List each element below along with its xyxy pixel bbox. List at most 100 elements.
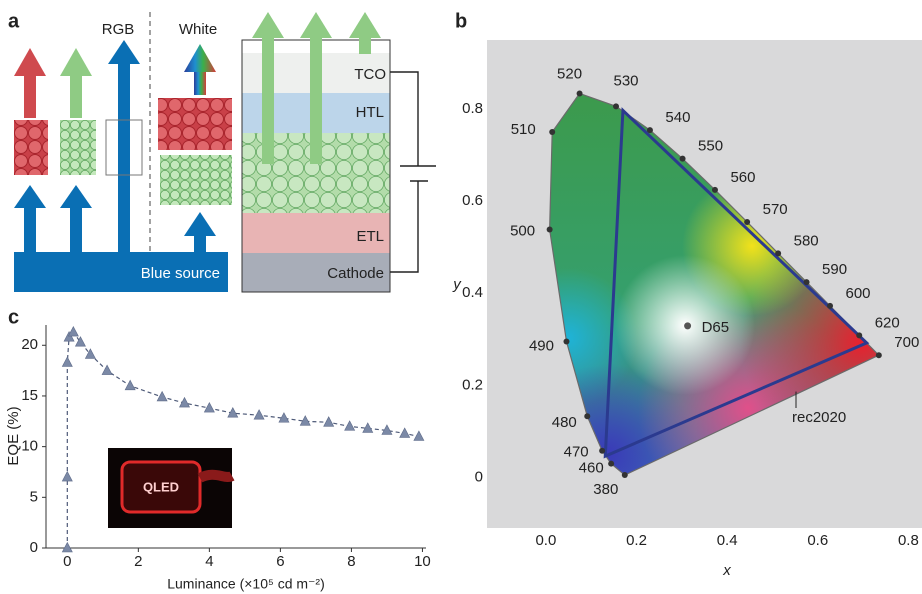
inset-photo: QLED [108,448,235,528]
locus-point [549,128,556,135]
x-tick-label: 0.4 [717,532,738,549]
red-dots [158,98,232,150]
y-tick-label: 0.8 [462,100,483,117]
white-arrow [184,44,216,95]
y-tick-label: 5 [30,488,38,505]
locus-point [599,447,606,454]
y-tick-label: 0.2 [462,376,483,393]
red-dots [14,120,48,175]
wavelength-label: 460 [579,460,604,477]
x-tick-label: 8 [347,553,355,570]
panel-label: c [8,306,19,328]
circuit [390,71,436,273]
data-point [63,331,75,342]
wavelength-label: 570 [763,201,788,218]
blue-source [14,252,228,292]
wavelength-label: 530 [613,72,638,89]
data-point [362,422,374,433]
y-tick-label: 20 [21,336,38,353]
locus-point [803,279,810,286]
data-point [323,416,335,427]
y-tick-label: 15 [21,387,38,404]
locus-point [621,472,628,479]
layer-label: HTL [356,104,384,121]
wavelength-label: 470 [564,444,589,461]
white-point [684,322,692,330]
x-tick-label: 6 [276,553,284,570]
wavelength-label: 490 [529,338,554,355]
wavelength-label: 520 [557,65,582,82]
wavelength-label: 580 [794,232,819,249]
locus-point [827,302,834,309]
wavelength-label: 480 [552,414,577,431]
locus-point [711,186,718,193]
data-point [61,470,73,482]
emission-arrows [252,12,381,164]
wavelength-label: 550 [698,138,723,155]
locus-point [613,103,620,110]
y-tick-label: 0.4 [462,284,483,301]
column-label: RGB [102,21,135,38]
wavelength-label: 600 [846,285,871,302]
data-point [344,420,356,431]
locus-point [576,90,583,97]
gamut-triangle [603,107,870,459]
panel-a: a RGB White Blue source TCO HTL ETL Cath… [8,10,436,293]
data-line [66,331,420,548]
data-point [299,415,311,426]
empty-pixel [105,119,143,176]
wavelength-label: 590 [822,261,847,278]
data-point [227,407,239,418]
data-point [67,325,79,337]
locus-point [744,218,751,225]
data-point [253,409,265,420]
y-axis-title: y [452,276,462,293]
locus-point [608,460,615,467]
locus-point [875,352,882,359]
locus-point [679,155,686,162]
y-tick-label: 0.6 [462,192,483,209]
data-point [74,336,86,347]
data-point [61,356,73,367]
data-point [61,541,73,553]
locus-point [775,250,782,257]
panel-label: b [455,10,467,32]
data-point [381,424,393,435]
y-axis-title: EQE (%) [5,406,22,465]
x-tick-label: 0.0 [535,532,556,549]
x-axis-title: Luminance (×10⁵ cd m⁻²) [167,576,325,592]
x-tick-label: 4 [205,553,213,570]
panel-b: b y x 0.0 0.2 0.4 0.6 0.8 0 0.2 0.4 0.6 0.8 rec202… [452,10,922,579]
x-axis-title: x [722,562,731,579]
data-point [278,412,290,423]
data-point [84,348,96,359]
data-point [179,396,191,408]
red-arrow [14,48,46,118]
wavelength-label: 620 [875,314,900,331]
column-label: White [179,21,217,38]
y-tick-label: 10 [21,438,38,455]
white-point-label: D65 [702,319,730,336]
data-point [124,379,136,391]
inset-text: QLED [143,479,179,494]
x-tick-label: 0.8 [898,532,919,549]
wavelength-label: 500 [510,222,535,239]
data-point [413,430,425,441]
layer-label: TCO [354,66,386,83]
x-tick-label: 0.2 [626,532,647,549]
y-tick-label: 0 [475,468,483,485]
locus-point [646,127,653,134]
layer-label: Cathode [327,265,384,282]
green-dots [160,155,232,205]
data-point [203,401,215,413]
x-tick-label: 10 [414,553,431,570]
source-label: Blue source [141,265,220,282]
panel-c: c EQE (%) Luminance (×10⁵ cd m⁻²) 0 5 10 15… [5,306,431,591]
data-point [156,390,168,402]
data-point [399,427,411,438]
wavelength-label: 380 [593,481,618,498]
x-tick-label: 0 [63,553,71,570]
x-tick-label: 2 [134,553,142,570]
locus-point [563,338,570,345]
